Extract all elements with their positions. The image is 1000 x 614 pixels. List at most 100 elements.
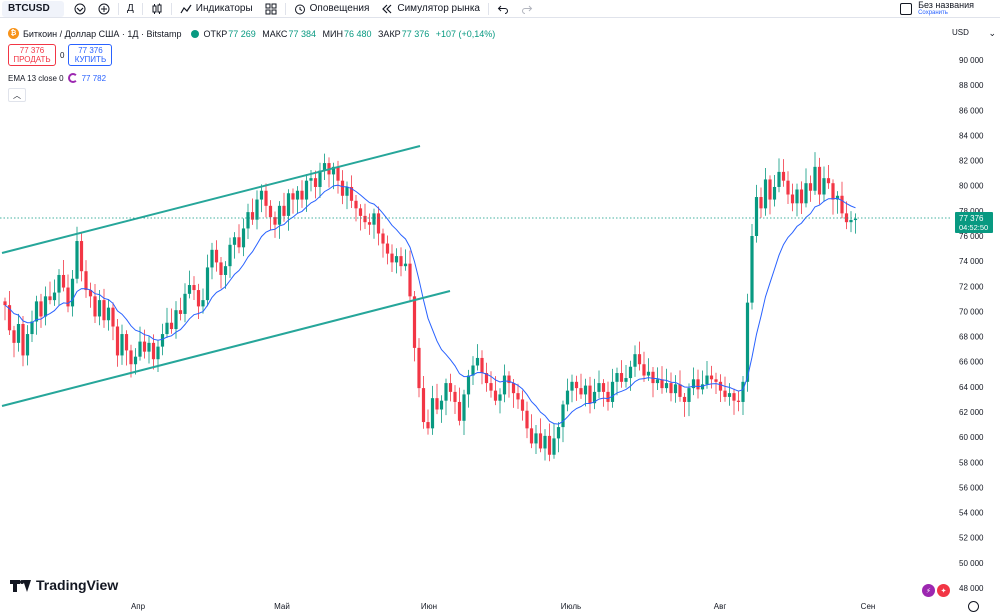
candle-body [228,244,232,267]
compare-button[interactable] [68,1,92,17]
candle-body [772,186,777,200]
candle-body [529,428,534,444]
candle-body [457,401,462,421]
candle-body [75,241,79,279]
candle-body [466,375,471,395]
price-tick-label: 48 000 [959,584,984,593]
candle-body [525,410,529,429]
candle-body [723,390,727,397]
tradingview-logo[interactable]: TradingView [10,577,118,593]
candle-body [534,433,538,444]
candle-body [633,354,637,367]
candle-body [768,179,772,200]
candle-body [255,199,259,220]
time-tick-label: Май [274,602,290,611]
low-label: МИН [322,28,343,39]
candle-body [250,212,255,220]
alerts-label: Оповещения [309,3,370,14]
candle-body [183,293,187,314]
close-value: 77 376 [401,28,430,39]
price-tick-label: 54 000 [959,509,984,518]
candle-body [331,166,336,175]
candle-body [25,334,30,356]
indicators-button[interactable]: Индикаторы [174,1,259,17]
candle-body [88,290,93,297]
candle-body [210,249,214,268]
candle-body [736,400,741,402]
candle-body [313,178,318,187]
lightning-icon[interactable]: ⚡ [922,584,935,597]
price-tick-label: 82 000 [959,157,984,166]
price-tick-label: 50 000 [959,559,984,568]
buy-price: 77 376 [78,46,103,55]
candle-body [727,393,732,397]
candle-body [844,213,849,223]
buy-button[interactable]: 77 376 КУПИТЬ [68,44,113,66]
change-value: +107 (+0,14%) [435,28,496,39]
scale-menu-button[interactable]: ⌄ [988,28,996,39]
candle-body [498,394,502,401]
candle-body [808,183,813,191]
candle-body [444,383,448,401]
add-symbol-button[interactable] [92,1,116,17]
alerts-button[interactable]: Оповещения [288,1,376,17]
flag-icon[interactable]: ✦ [937,584,950,597]
tradingview-logo-icon [10,578,32,592]
sell-button[interactable]: 77 376 ПРОДАТЬ [8,44,56,66]
candle-body [696,379,700,390]
candle-body [804,183,808,204]
candle-body [246,212,250,229]
candle-body [601,383,606,392]
last-price-badge [955,212,993,233]
candle-body [624,378,628,382]
currency-label: USD [952,28,969,37]
candle-body [142,341,147,352]
settings-icon[interactable] [968,601,979,612]
open-label: ОТКР [203,28,228,39]
symbol-search-button[interactable]: BTCUSD [2,0,64,17]
candle-body [615,373,619,382]
candle-body [340,180,345,196]
candle-body [237,237,241,248]
ema-legend[interactable]: EMA 13 close 0 77 782 [8,73,106,83]
symbol-title[interactable]: Биткоин / Доллар США · 1Д · Bitstamp [23,28,182,39]
candle-body [840,195,844,214]
layout-section: Без названия Сохранить [900,0,974,18]
candle-body [835,195,840,200]
candle-body [39,301,43,317]
layout-name: Без названия [918,0,974,10]
candle-body [48,296,52,301]
candle-body [124,334,129,351]
chart-type-button[interactable] [145,1,169,17]
layout-name-button[interactable]: Без названия Сохранить [918,1,974,17]
candle-body [219,262,223,275]
candle-body [831,183,835,200]
interval-button[interactable]: Д [121,1,140,17]
candle-body [30,321,34,335]
candle-body [790,194,795,204]
candle-body [570,381,574,391]
candle-body [813,166,817,191]
undo-button[interactable] [491,1,515,17]
templates-button[interactable] [259,1,283,17]
sell-price: 77 376 [19,46,45,55]
candle-body [214,249,219,263]
price-tick-label: 62 000 [959,408,984,417]
replay-button[interactable]: Симулятор рынка [375,1,486,17]
ema-value: 77 782 [81,73,107,83]
redo-button[interactable] [515,1,539,17]
loading-spinner-icon [67,73,78,83]
currency-selector[interactable]: USD [952,28,972,37]
candle-body [93,296,97,317]
brand-name: TradingView [36,577,119,593]
candle-body [678,384,682,397]
collapse-legend-button[interactable]: ︿ [8,88,26,102]
layout-checkbox[interactable] [900,3,913,15]
candle-body [489,383,493,391]
candle-body [3,301,7,306]
candle-body [394,256,399,263]
candle-body [174,310,178,330]
candle-body [277,205,282,225]
replay-label: Симулятор рынка [397,3,480,14]
